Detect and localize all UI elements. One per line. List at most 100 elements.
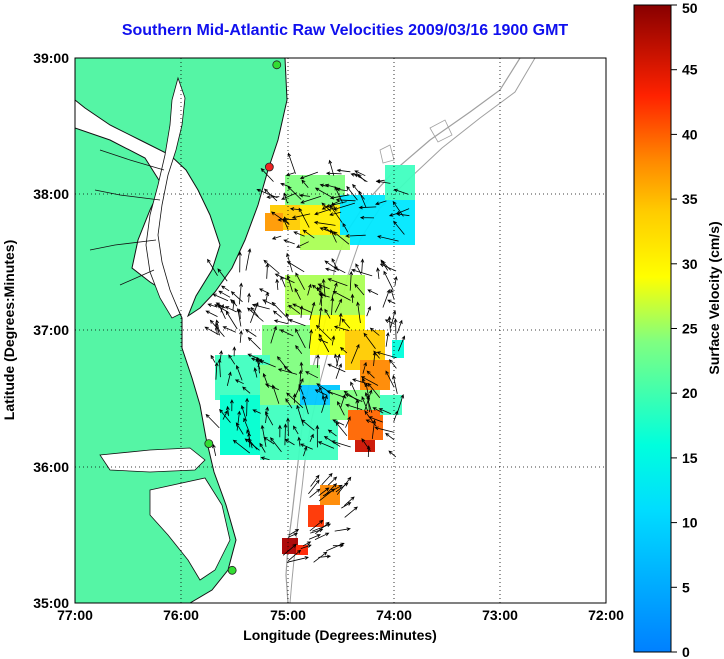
velocity-arrow — [356, 301, 361, 324]
velocity-arrow — [376, 267, 380, 280]
velocity-arrow — [217, 358, 222, 378]
bay-tributary — [89, 149, 165, 286]
velocity-arrow — [336, 353, 341, 367]
velocity-arrow — [343, 496, 355, 507]
velocity-arrow — [364, 389, 373, 411]
velocity-arrow — [218, 290, 231, 298]
velocity-arrow — [308, 534, 321, 540]
velocity-arrow — [219, 408, 231, 423]
radar-station-marker — [264, 162, 274, 172]
velocity-arrow — [326, 542, 345, 552]
velocity-arrow — [247, 292, 251, 303]
velocity-arrow — [205, 413, 220, 429]
velocity-arrow — [297, 436, 302, 447]
colorbar-tick-label: 20 — [682, 385, 698, 401]
velocity-arrow — [301, 179, 309, 189]
velocity-arrow — [360, 258, 365, 274]
velocity-arrow — [354, 170, 366, 177]
colorbar-label: Surface Velocity (cm/s) — [706, 221, 722, 374]
velocity-arrow — [238, 251, 242, 273]
colorbar-tick-label: 10 — [682, 515, 698, 531]
velocity-arrow — [372, 407, 384, 414]
velocity-arrow — [331, 335, 336, 346]
velocity-arrow — [265, 406, 269, 424]
velocity-arrow — [296, 404, 304, 426]
colorbar-tick-label: 35 — [682, 191, 698, 207]
velocity-arrow — [298, 193, 311, 198]
velocity-arrow — [328, 159, 335, 176]
velocity-arrow — [323, 226, 337, 236]
x-axis-label: Longitude (Degrees:Minutes) — [243, 627, 437, 643]
velocity-arrow — [332, 419, 345, 426]
velocity-arrow — [327, 278, 348, 287]
velocity-arrow — [310, 474, 320, 487]
velocity-arrow — [345, 403, 363, 411]
velocity-arrow — [270, 325, 277, 344]
velocity-arrow — [285, 398, 293, 409]
velocity-arrow — [292, 303, 312, 313]
velocity-arrow — [330, 229, 337, 243]
bathymetry-contour — [379, 119, 453, 164]
velocity-arrow — [318, 333, 330, 353]
pamlico-sound — [149, 477, 231, 581]
velocity-arrow — [383, 270, 394, 291]
velocity-arrow — [235, 422, 244, 435]
velocity-arrow — [302, 229, 315, 239]
lon-tick-label: 72:00 — [588, 607, 624, 623]
velocity-arrow — [266, 195, 280, 199]
axes-frame — [74, 57, 607, 604]
velocity-arrow — [314, 187, 334, 199]
velocity-arrow — [309, 519, 324, 532]
velocity-arrow — [226, 371, 232, 386]
colorbar — [633, 4, 672, 653]
velocity-arrow — [220, 303, 225, 313]
velocity-arrow — [382, 289, 391, 308]
velocity-arrow — [373, 350, 380, 359]
velocity-arrow — [374, 426, 395, 433]
velocity-arrow — [260, 168, 274, 182]
velocity-arrow — [338, 312, 343, 327]
velocity-arrow — [204, 326, 219, 335]
velocity-arrow — [224, 306, 237, 313]
velocity-arrow — [222, 326, 236, 333]
chesapeake-bay — [145, 76, 186, 319]
velocity-arrow — [321, 472, 333, 486]
velocity-arrow — [354, 283, 365, 296]
lon-tick-label: 76:00 — [163, 607, 199, 623]
velocity-arrow — [316, 354, 320, 368]
velocity-arrow — [361, 438, 371, 452]
velocity-arrow — [295, 344, 303, 355]
velocity-arrow — [390, 309, 397, 328]
velocity-arrow — [350, 343, 360, 364]
velocity-arrow — [293, 425, 299, 435]
velocity-arrow — [309, 433, 314, 443]
velocity-arrow — [272, 310, 282, 318]
velocity-arrow — [357, 173, 366, 182]
velocity-arrow — [298, 369, 303, 392]
colorbar-tick-label: 0 — [682, 644, 690, 659]
velocity-arrow — [235, 364, 243, 381]
velocity-arrow — [234, 379, 244, 385]
velocity-arrow — [388, 450, 397, 458]
velocity-arrow — [334, 298, 342, 313]
velocity-arrow — [286, 274, 293, 292]
velocity-arrow — [262, 372, 269, 388]
velocity-arrow — [319, 386, 324, 396]
velocity-arrow — [283, 239, 295, 245]
velocity-arrow — [221, 285, 230, 292]
lat-tick-label: 38:00 — [33, 186, 69, 202]
velocity-arrow — [341, 502, 352, 509]
velocity-arrow — [352, 183, 365, 200]
velocity-arrow — [277, 368, 298, 375]
velocity-arrow — [259, 442, 266, 453]
velocity-arrow — [214, 361, 219, 380]
velocity-arrow — [315, 521, 330, 535]
velocity-arrow — [239, 282, 243, 305]
velocity-arrow — [308, 479, 320, 495]
velocity-arrow — [303, 446, 308, 457]
velocity-arrow — [315, 424, 320, 448]
velocity-arrow — [385, 370, 395, 388]
velocity-arrow — [265, 263, 270, 279]
velocity-arrow — [274, 273, 295, 284]
